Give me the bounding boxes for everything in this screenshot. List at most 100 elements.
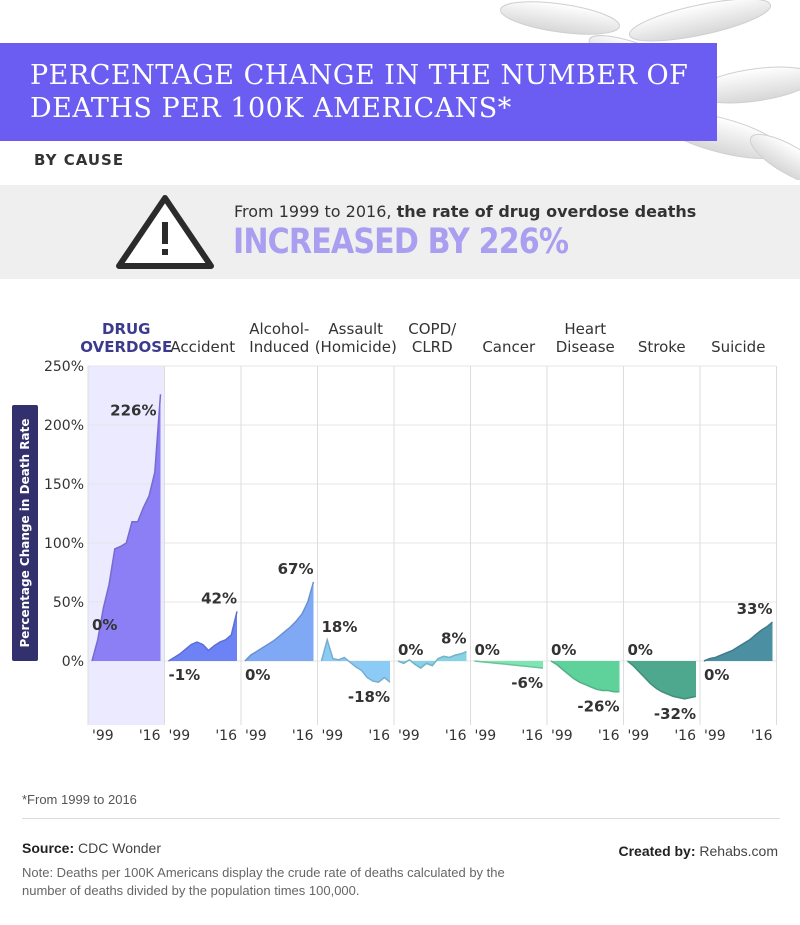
created-by-credit: Created by: Rehabs.com [618,843,778,859]
x-tick-label: '99 [628,728,650,744]
end-value-label: 226% [110,401,156,419]
callout-headline: INCREASED BY 226% [233,222,569,262]
start-value-label: 18% [322,618,358,636]
panel-alcohol-induced: Alcohol-Induced 0% 67% '99 '16 [244,320,315,744]
series-line [168,611,238,662]
category-label: OVERDOSE [80,338,172,356]
panel-stroke: Stroke 0% -32%'99 '16 [627,338,697,744]
end-value-label: 8% [441,630,466,648]
category-label: Cancer [482,338,536,356]
footnote: *From 1999 to 2016 [22,792,137,807]
category-label: Suicide [711,338,765,356]
x-tick-label: '99 [551,728,573,744]
callout-banner: From 1999 to 2016, the rate of drug over… [0,185,800,279]
x-tick-label: '16 [521,728,543,744]
area-series [168,611,237,661]
series-line [320,637,391,684]
x-tick-label: '16 [368,728,390,744]
panel-accident: Accident -1% 42% '99 '16 [168,338,238,744]
series-line [397,650,467,670]
page-title: PERCENTAGE CHANGE IN THE NUMBER OF DEATH… [30,60,689,124]
method-note: Note: Deaths per 100K Americans display … [22,865,505,898]
start-value-label: 0% [398,641,423,659]
title-band: PERCENTAGE CHANGE IN THE NUMBER OF DEATH… [0,43,717,141]
source-value: CDC Wonder [74,840,162,856]
y-tick-label: 250% [44,359,84,375]
callout-line: From 1999 to 2016, the rate of drug over… [234,202,696,221]
y-axis-title: Percentage Change in Death Rate [12,405,38,661]
category-label: COPD/ [408,320,457,338]
page-subtitle: BY CAUSE [34,151,125,169]
warning-triangle-icon [116,195,214,269]
area-series [321,639,390,683]
callout-bold: the rate of drug overdose deaths [396,202,697,221]
end-value-label: -6% [511,674,543,692]
x-tick-label: '16 [139,728,161,744]
x-tick-label: '16 [215,728,237,744]
end-value-label: -18% [348,688,390,706]
category-label: Induced [249,338,309,356]
end-value-label: -32% [654,705,696,723]
category-label: (Homicide) [315,338,397,356]
area-series [245,581,314,661]
source-label: Source: [22,840,75,856]
y-tick-label: 200% [44,418,84,434]
start-value-label: 0% [628,641,653,659]
end-value-label: -26% [577,698,619,716]
series-line [703,621,773,662]
x-tick-label: '99 [169,728,191,744]
panel-assault-homicide-: Assault(Homicide) 18% -18% '99 '16 [315,320,397,744]
x-tick-label: '99 [475,728,497,744]
start-value-label: -1% [169,666,201,684]
x-tick-label: '99 [322,728,344,744]
series-line [627,660,697,700]
start-value-label: 0% [704,666,729,684]
x-tick-label: '16 [751,728,773,744]
x-tick-label: '16 [292,728,314,744]
y-tick-label: 100% [44,536,84,552]
start-value-label: 0% [245,666,270,684]
area-series [704,622,773,661]
y-tick-label: 150% [44,477,84,493]
start-value-label: 0% [551,641,576,659]
series-line [91,394,162,662]
category-label: CLRD [412,338,453,356]
end-value-label: 67% [278,560,314,578]
callout-prefix: From 1999 to 2016, [234,202,397,221]
x-tick-label: '99 [398,728,420,744]
x-tick-label: '16 [674,728,696,744]
category-label: DRUG [102,320,151,338]
area-series [627,661,696,699]
end-value-label: 42% [201,589,237,607]
x-tick-label: '99 [245,728,267,744]
area-series [92,394,161,661]
panel-cancer: Cancer 0% -6% '99 '16 [474,338,544,744]
divider [22,818,780,819]
y-axis-title-text: Percentage Change in Death Rate [18,418,32,648]
category-label: Heart [564,320,606,338]
y-tick-label: 0% [62,654,84,670]
category-label: Alcohol- [249,320,309,338]
category-label: Disease [556,338,615,356]
created-label: Created by: [618,843,696,859]
area-series [551,661,620,692]
panel-copd-clrd: COPD/CLRD 0% 8% '99 '16 [397,320,467,744]
x-tick-label: '99 [704,728,726,744]
x-tick-label: '16 [598,728,620,744]
y-tick-label: 50% [53,595,84,611]
created-value: Rehabs.com [695,843,778,859]
end-value-label: 33% [737,600,773,618]
panel-suicide: Suicide 0% 33% '99 '16 [703,338,773,744]
start-value-label: 0% [92,616,117,634]
source-credit: Source: CDC Wonder [22,840,161,856]
category-label: Stroke [638,338,686,356]
x-tick-label: '99 [92,728,114,744]
category-label: Accident [170,338,235,356]
category-label: Assault [328,320,383,338]
series-line [244,581,315,662]
series-line [550,660,620,693]
series-line [474,660,544,669]
